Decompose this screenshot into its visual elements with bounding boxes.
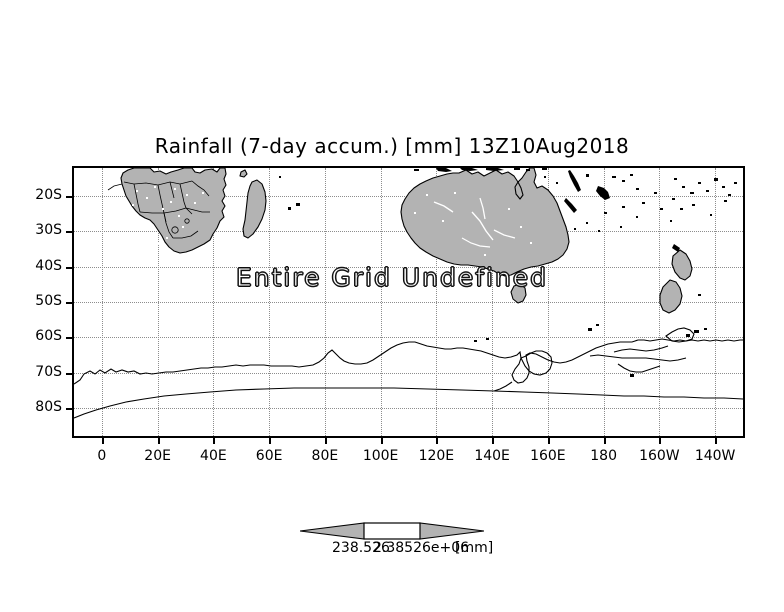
y-axis-label: 80S	[35, 398, 62, 415]
x-axis-tick	[324, 438, 327, 444]
x-axis-tick	[547, 438, 550, 444]
x-axis-label: 20E	[144, 448, 171, 464]
y-axis-label: 60S	[35, 328, 62, 345]
x-axis-label: 120E	[418, 448, 455, 464]
region-southern-africa	[107, 168, 227, 254]
region-australia	[400, 168, 570, 304]
y-axis-tick	[66, 196, 72, 199]
x-axis-label: 160W	[639, 448, 680, 464]
x-axis-tick	[101, 438, 104, 444]
x-axis-label: 60E	[255, 448, 283, 464]
region-pacific-islands	[544, 170, 737, 232]
colorbar-graphic[interactable]	[299, 518, 485, 544]
y-axis-label: 40S	[35, 257, 62, 274]
x-axis-tick	[603, 438, 606, 444]
map-plot-area	[72, 166, 745, 438]
y-axis-label: 70S	[35, 363, 62, 380]
x-axis-label: 160E	[530, 448, 566, 464]
region-indonesia-newguinea	[414, 168, 547, 172]
y-axis-tick	[66, 337, 72, 340]
region-new-zealand	[659, 244, 701, 314]
colorbar-labels: 238.526 2.38526e+06 [mm]	[0, 540, 784, 558]
gridline-horizontal	[74, 407, 743, 409]
x-axis-label: 140E	[474, 448, 510, 464]
x-axis-tick	[659, 438, 662, 444]
y-axis-tick	[66, 302, 72, 304]
indian-ocean-islands	[279, 176, 300, 210]
x-axis-tick	[436, 438, 439, 444]
colorbar-min-label: 238.526	[332, 540, 390, 556]
region-madagascar	[239, 169, 267, 239]
y-axis-label: 30S	[35, 222, 62, 239]
y-axis-tick	[66, 266, 72, 269]
x-axis-tick	[380, 438, 383, 444]
gridline-horizontal	[74, 337, 743, 339]
x-axis-label: 80E	[311, 448, 339, 464]
x-axis-tick	[213, 438, 216, 444]
region-antarctica	[74, 324, 743, 419]
colorbar-units-label: [mm]	[455, 540, 494, 556]
x-axis-tick	[269, 438, 272, 444]
y-axis-tick	[66, 231, 72, 234]
gridline-horizontal	[74, 372, 743, 374]
y-axis-tick	[66, 407, 72, 410]
x-axis-label: 180	[590, 448, 617, 464]
x-axis-tick	[715, 438, 718, 444]
x-axis-label: 140W	[694, 448, 736, 464]
x-axis-tick	[492, 438, 495, 444]
gridline-horizontal	[74, 302, 743, 303]
x-axis-tick	[157, 438, 160, 444]
map-geometry	[74, 168, 743, 419]
gridline-horizontal	[74, 266, 743, 268]
y-axis-label: 50S	[35, 293, 62, 309]
colorbar[interactable]	[299, 518, 485, 544]
x-axis-label: 0	[97, 448, 107, 464]
x-axis-label: 40E	[200, 448, 227, 464]
y-axis-tick	[66, 372, 72, 375]
page-title: Rainfall (7-day accum.) [mm] 13Z10Aug201…	[154, 134, 630, 158]
colorbar-max-label: 2.38526e+06	[373, 540, 470, 556]
x-axis-label: 100E	[362, 448, 399, 464]
y-axis-label: 20S	[35, 187, 62, 204]
